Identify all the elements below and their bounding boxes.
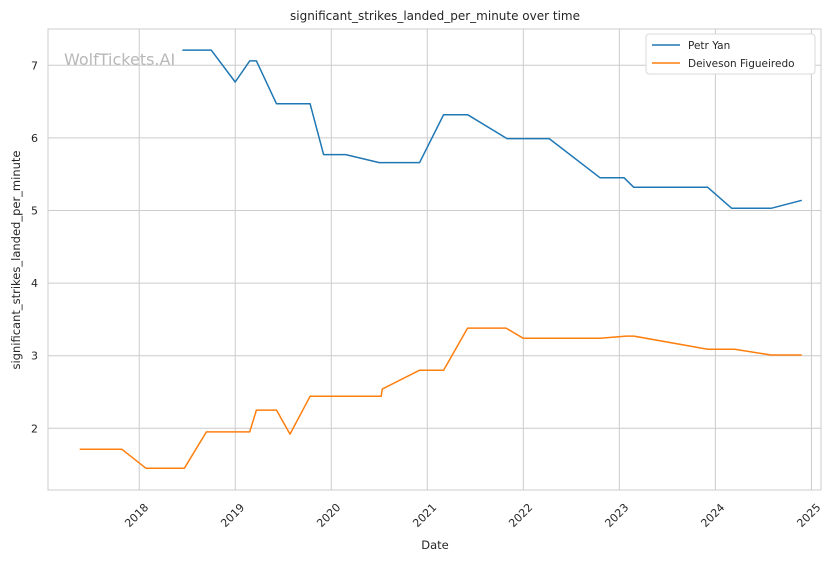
x-tick-label: 2025	[794, 501, 823, 530]
legend-label-petr-yan: Petr Yan	[688, 40, 730, 52]
x-tick-label: 2021	[410, 501, 439, 530]
series-lines	[79, 49, 802, 469]
y-tick-label: 5	[31, 204, 38, 217]
x-tick-label: 2023	[602, 501, 631, 530]
x-tick-label: 2018	[122, 501, 151, 530]
x-tick-label: 2020	[314, 501, 343, 530]
series-line-deiveson-figueiredo	[79, 327, 802, 469]
x-tick-label: 2024	[698, 501, 727, 530]
chart-title: significant_strikes_landed_per_minute ov…	[290, 9, 580, 23]
x-axis-title: Date	[421, 538, 449, 552]
y-tick-labels: 2 3 4 5 6 7	[31, 59, 38, 435]
y-axis-title: significant_strikes_landed_per_minute	[9, 151, 23, 370]
x-tick-label: 2019	[218, 501, 247, 530]
x-tick-labels: 2018 2019 2020 2021 2022 2023 2024 2025	[122, 501, 823, 530]
x-tick-label: 2022	[506, 501, 535, 530]
watermark: WolfTickets.AI	[64, 50, 175, 69]
plot-area	[47, 28, 822, 491]
y-tick-label: 2	[31, 422, 38, 435]
legend-label-deiveson-figueiredo: Deiveson Figueiredo	[688, 58, 795, 70]
y-tick-label: 4	[31, 277, 38, 290]
legend: Petr Yan Deiveson Figueiredo	[645, 33, 816, 75]
legend-box	[645, 33, 816, 75]
series-line-petr-yan	[182, 49, 802, 210]
y-tick-label: 7	[31, 59, 38, 72]
y-tick-label: 6	[31, 132, 38, 145]
y-tick-label: 3	[31, 350, 38, 363]
